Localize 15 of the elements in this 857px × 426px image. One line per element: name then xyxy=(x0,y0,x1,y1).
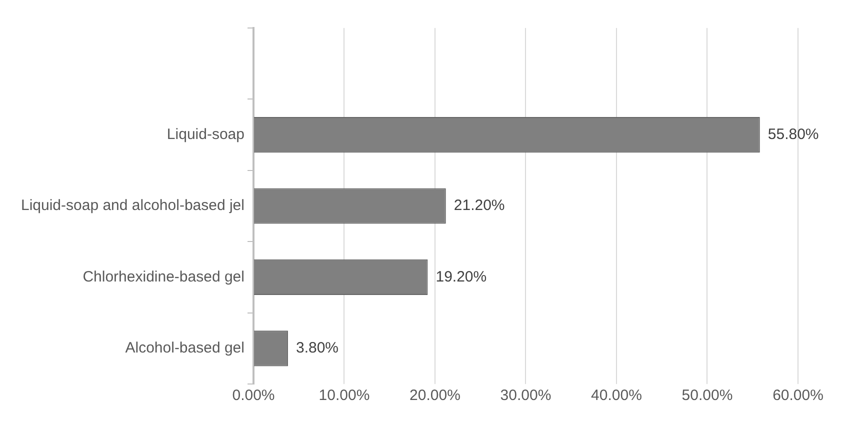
x-tick-label: 30.00% xyxy=(500,387,552,404)
x-tick-label: 0.00% xyxy=(232,387,275,404)
y-tick-label: Chlorhexidine-based gel xyxy=(82,268,244,286)
data-label: 55.80% xyxy=(768,126,819,143)
x-tick-label: 40.00% xyxy=(591,387,642,404)
y-tick-label: Liquid-soap xyxy=(166,126,244,143)
x-tick-label: 20.00% xyxy=(410,387,460,404)
data-label: 3.80% xyxy=(296,340,339,357)
data-label: 19.20% xyxy=(436,268,487,286)
data-label: 21.20% xyxy=(454,197,505,214)
y-tick-label: Alcohol-based gel xyxy=(125,340,244,357)
x-tick-label: 10.00% xyxy=(318,387,370,404)
y-tick-label: Liquid-soap and alcohol-based jel xyxy=(20,197,244,214)
x-tick-label: 50.00% xyxy=(682,387,733,404)
x-tick-label: 60.00% xyxy=(772,387,824,404)
